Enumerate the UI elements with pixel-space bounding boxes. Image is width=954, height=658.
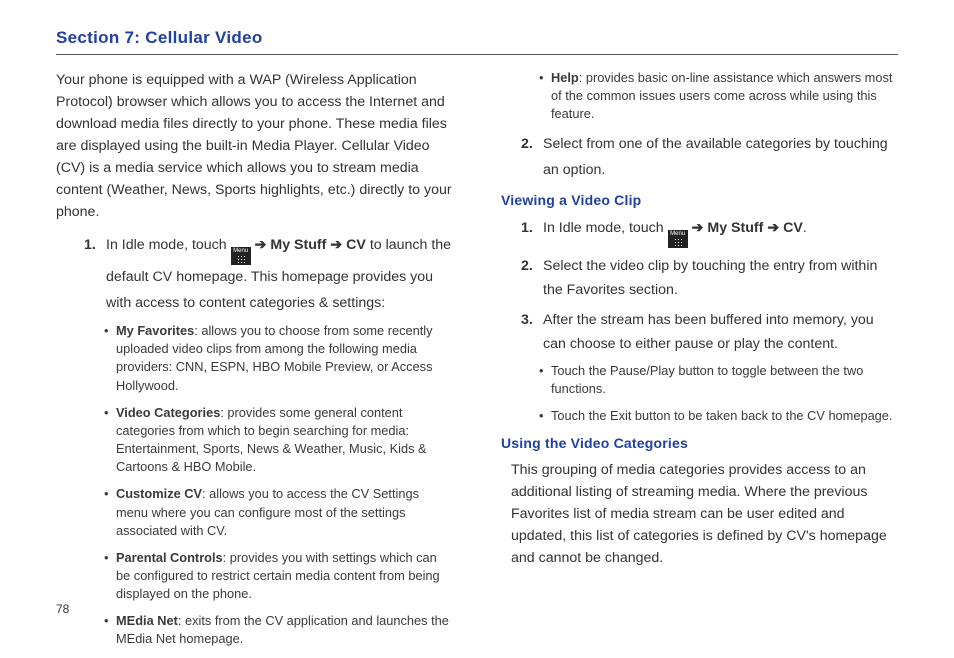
left-bullet-list: My Favorites: allows you to choose from … [104, 322, 453, 649]
arrow-icon: ➔ [251, 237, 271, 253]
list-item: MEdia Net: exits from the CV application… [104, 612, 453, 648]
step-body: In Idle mode, touch Menu ➔ My Stuff ➔ CV… [106, 233, 453, 316]
text: . [803, 220, 807, 236]
bullet-lead: Customize CV [116, 486, 202, 501]
list-item: Parental Controls: provides you with set… [104, 549, 453, 603]
step-number: 2. [521, 132, 543, 183]
step-body: Select from one of the available categor… [543, 132, 898, 183]
step-number: 1. [521, 216, 543, 248]
step-body: After the stream has been buffered into … [543, 308, 898, 356]
list-item: Touch the Pause/Play button to toggle be… [539, 362, 898, 398]
step-number: 3. [521, 308, 543, 356]
arrow-icon: ➔ [326, 237, 346, 253]
right-step-2: 2. Select from one of the available cate… [521, 132, 898, 183]
cv-label: CV [346, 237, 366, 253]
menu-icon: Menu [668, 230, 688, 248]
cv-label: CV [783, 220, 803, 236]
left-step-1: 1. In Idle mode, touch Menu ➔ My Stuff ➔… [84, 233, 453, 316]
text: In Idle mode, touch [106, 237, 231, 253]
my-stuff-label: My Stuff [270, 237, 326, 253]
right-top-bullet: Help: provides basic on-line assistance … [539, 69, 898, 123]
viewing-step-3: 3. After the stream has been buffered in… [521, 308, 898, 356]
my-stuff-label: My Stuff [707, 220, 763, 236]
viewing-bullets: Touch the Pause/Play button to toggle be… [539, 362, 898, 425]
text: In Idle mode, touch [543, 220, 668, 236]
list-item: Touch the Exit button to be taken back t… [539, 407, 898, 425]
bullet-lead: Video Categories [116, 405, 220, 420]
viewing-step-1: 1. In Idle mode, touch Menu ➔ My Stuff ➔… [521, 216, 898, 248]
step-number: 2. [521, 254, 543, 302]
heading-viewing-video-clip: Viewing a Video Clip [501, 192, 898, 208]
arrow-icon: ➔ [688, 220, 708, 236]
list-item: My Favorites: allows you to choose from … [104, 322, 453, 395]
intro-paragraph: Your phone is equipped with a WAP (Wirel… [56, 69, 453, 223]
arrow-icon: ➔ [763, 220, 783, 236]
heading-using-video-categories: Using the Video Categories [501, 435, 898, 451]
list-item: Help: provides basic on-line assistance … [539, 69, 898, 123]
list-item: Customize CV: allows you to access the C… [104, 485, 453, 539]
step-body: In Idle mode, touch Menu ➔ My Stuff ➔ CV… [543, 216, 898, 248]
step-number: 1. [84, 233, 106, 316]
left-column: Your phone is equipped with a WAP (Wirel… [56, 69, 453, 658]
list-item: Video Categories: provides some general … [104, 404, 453, 477]
viewing-step-2: 2. Select the video clip by touching the… [521, 254, 898, 302]
bullet-lead: My Favorites [116, 323, 194, 338]
content-columns: Your phone is equipped with a WAP (Wirel… [56, 69, 898, 658]
menu-icon: Menu [231, 247, 251, 265]
bullet-lead: Parental Controls [116, 550, 223, 565]
bullet-lead: MEdia Net [116, 613, 178, 628]
bullet-lead: Help [551, 70, 579, 85]
categories-paragraph: This grouping of media categories provid… [511, 459, 898, 569]
section-title: Section 7: Cellular Video [56, 28, 898, 55]
bullet-text: : provides basic on-line assistance whic… [551, 70, 892, 121]
step-body: Select the video clip by touching the en… [543, 254, 898, 302]
page-number: 78 [56, 602, 69, 616]
right-column: Help: provides basic on-line assistance … [501, 69, 898, 658]
